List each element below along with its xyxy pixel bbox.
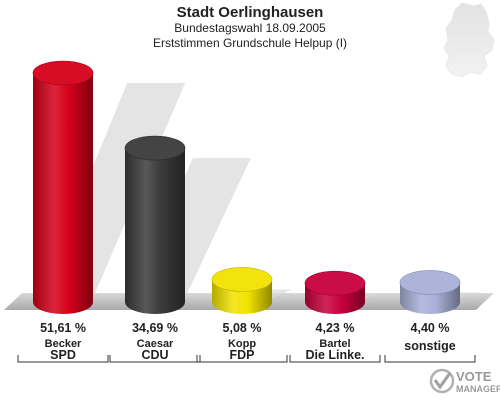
bar-top [399,270,461,295]
category-bracket [17,355,109,363]
category-bracket [384,355,476,363]
bar-top [124,135,186,161]
logo-text-vote: VOTE [456,369,492,384]
category-bracket [289,355,381,363]
party-label: sonstige [404,339,455,353]
vote-manager-logo: VOTE MANAGER [429,368,500,394]
bars [32,60,461,314]
bar-sonstige [399,270,461,314]
bar-cdu [124,135,186,314]
bar-die-linke [304,270,366,314]
chart-subtitle: Bundestagswahl 18.09.2005 [174,21,326,35]
candidate-label: Kopp [228,338,256,350]
party-label: SPD [50,348,76,362]
bar-fdp [211,267,273,314]
bar-shadows [39,83,479,298]
chart-title: Stadt Oerlinghausen [177,4,324,21]
bar-body [125,148,185,314]
value-label: 4,23 % [316,321,355,335]
bar-top [32,60,94,86]
germany-map-icon [443,2,495,78]
candidate-label: Becker [45,338,82,350]
bar-top [211,267,273,292]
value-label: 51,61 % [40,321,86,335]
party-label: FDP [230,348,255,362]
value-label: 34,69 % [132,321,178,335]
bar-top [304,270,366,296]
value-label: 4,40 % [411,321,450,335]
bar-spd [32,60,94,314]
bar-body [33,73,93,314]
candidate-label: Caesar [137,338,174,350]
logo-text-manager: MANAGER [456,384,500,394]
value-label: 5,08 % [223,321,262,335]
party-label: CDU [141,348,168,362]
category-bracket [109,355,201,363]
category-bracket [196,355,288,363]
logo-check-icon [429,368,455,394]
candidate-label: Bartel [319,338,350,350]
chart-subtitle-2: Erststimmen Grundschule Helpup (I) [153,36,347,50]
party-label: Die Linke. [305,348,364,362]
